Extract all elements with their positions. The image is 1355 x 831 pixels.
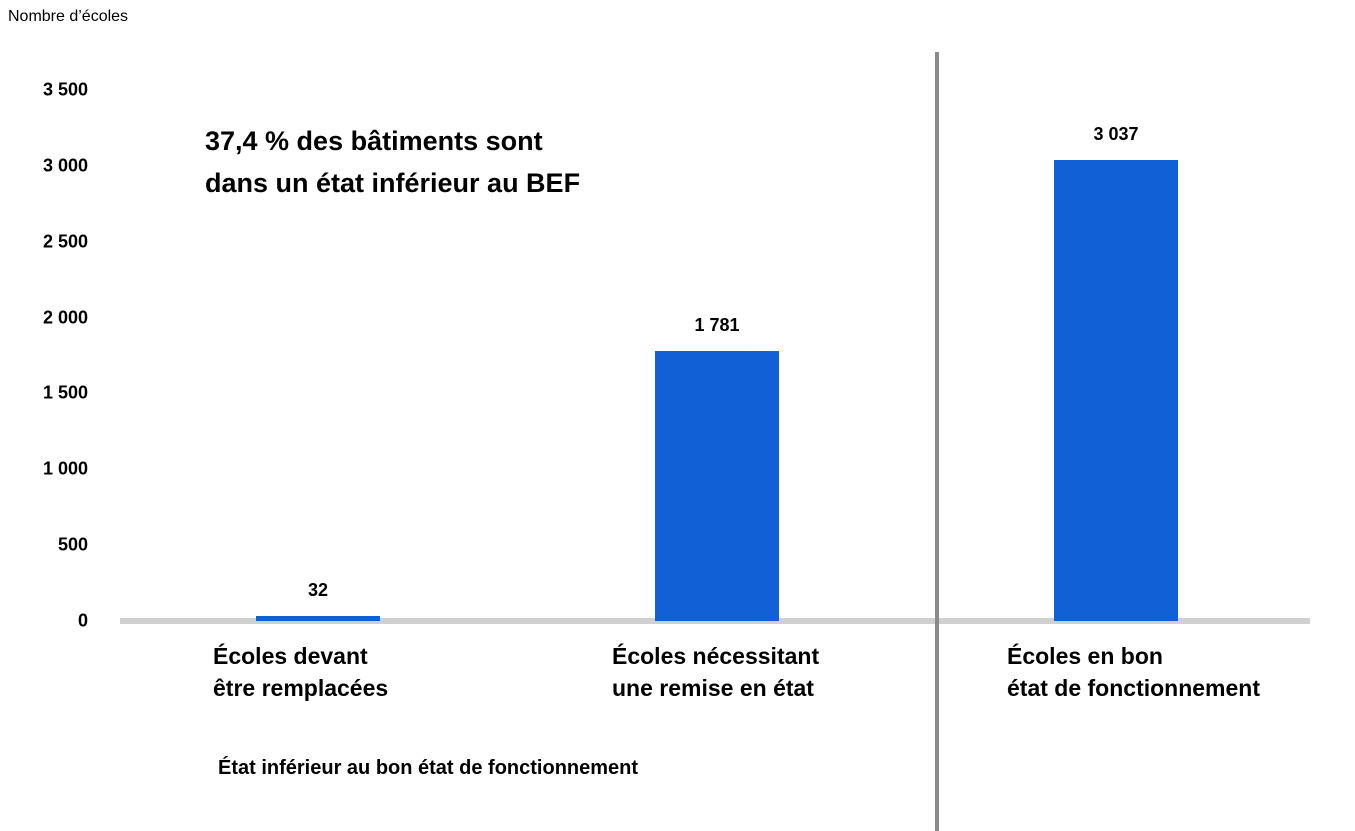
baseline [120, 618, 1310, 624]
bar [256, 616, 380, 621]
bar [1054, 160, 1178, 621]
y-tick-label: 500 [57, 534, 88, 555]
y-axis-title: Nombre d’écoles [8, 8, 129, 25]
value-label: 3 037 [1093, 124, 1139, 145]
value-label: 1 781 [694, 314, 740, 335]
bar [655, 350, 779, 621]
y-tick-label: 3 500 [42, 79, 88, 100]
value-label: 32 [307, 580, 329, 601]
group-label: État inférieur au bon état de fonctionne… [218, 757, 639, 779]
y-tick-label: 1 500 [42, 382, 88, 403]
x-tick-label: Écoles nécessitant une remise en état [612, 643, 820, 701]
y-tick-label: 1 000 [42, 458, 88, 479]
annotation: 37,4 % des bâtiments sont dans un état i… [205, 126, 581, 198]
x-tick-label: Écoles devant être remplacées [213, 643, 389, 701]
y-tick-label: 3 000 [42, 155, 88, 176]
separator [935, 52, 939, 831]
y-tick-label: 2 500 [42, 231, 88, 252]
x-tick-label: Écoles en bon état de fonctionnement [1007, 643, 1261, 701]
y-tick-label: 0 [77, 610, 88, 631]
y-tick-label: 2 000 [42, 307, 88, 328]
